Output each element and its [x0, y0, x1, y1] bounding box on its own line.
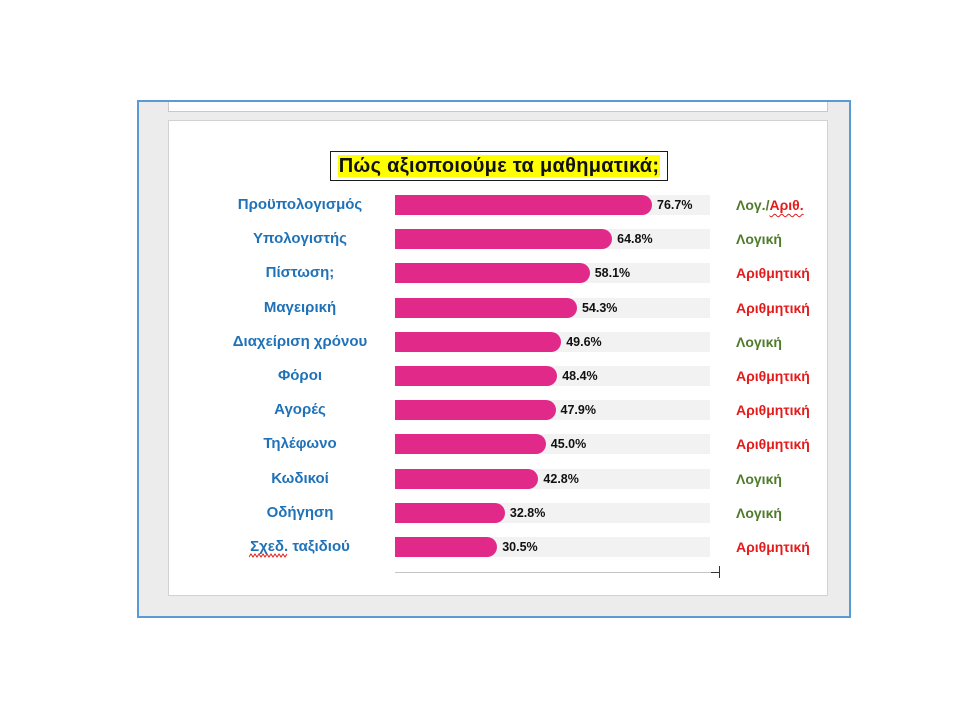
category-label: Κωδικοί [271, 469, 329, 487]
bar [395, 502, 505, 523]
spellcheck-underline [249, 553, 287, 558]
value-label: 54.3% [581, 300, 618, 315]
math-type-label: Αριθμητική [736, 263, 810, 283]
math-type-label-part: Αριθμητική [736, 539, 810, 555]
value-label: 32.8% [509, 505, 546, 520]
bar [395, 366, 558, 386]
bar [395, 331, 562, 352]
math-type-label: Λογική [736, 332, 782, 352]
x-axis-end-tick [719, 566, 720, 578]
bar [395, 434, 546, 455]
value-label: 76.7% [657, 198, 693, 212]
math-type-label: Αριθμητική [736, 537, 810, 557]
x-axis-end-segment [711, 572, 720, 573]
bar [395, 297, 577, 318]
category-label: Τηλέφωνο [263, 435, 337, 453]
math-type-label: Αριθμητική [736, 434, 810, 454]
bar [395, 263, 590, 284]
value-label: 30.5% [502, 540, 538, 554]
category-label: Οδήγηση [266, 503, 334, 521]
bar [395, 229, 613, 250]
category-label: Διαχείριση χρόνου [232, 332, 368, 350]
math-type-label: Λογική [736, 229, 782, 249]
category-label: Προϋπολογισμός [237, 196, 363, 213]
bar [395, 468, 539, 489]
category-label: Φόροι [277, 367, 323, 384]
category-label: Αγορές [274, 401, 326, 419]
category-label: Πίστωση; [265, 264, 335, 282]
value-label: 42.8% [543, 471, 579, 486]
math-type-label: Λογική [736, 503, 782, 523]
value-label: 45.0% [550, 437, 587, 452]
math-type-label-part: Αριθμητική [736, 299, 810, 316]
document-page [168, 120, 828, 596]
value-label: 58.1% [594, 266, 631, 281]
math-type-label-part: Αριθμητική [736, 402, 810, 419]
math-type-label: Αριθμητική [736, 298, 810, 318]
math-type-label-part: Αριθμητική [736, 436, 810, 453]
previous-page-edge [168, 102, 828, 112]
math-type-label: Λογική [736, 469, 782, 489]
math-type-label: Λογ./Αριθ. [736, 195, 804, 215]
math-type-label-part: Λογική [736, 504, 782, 521]
math-type-label: Αριθμητική [736, 366, 810, 386]
category-label: Υπολογιστής [253, 230, 347, 248]
math-type-label-part: Λογική [736, 231, 782, 248]
math-type-label-part: Λογική [736, 333, 782, 350]
math-type-label-part: Αριθμητική [736, 368, 810, 384]
category-label: Σχεδ. ταξιδιού [250, 538, 350, 555]
bar [395, 537, 498, 557]
x-axis-line [395, 572, 720, 573]
category-label: Μαγειρική [263, 298, 337, 316]
value-label: 48.4% [562, 369, 598, 383]
bar [395, 195, 653, 215]
math-type-label-part: Λογική [736, 470, 782, 487]
bar [395, 400, 556, 421]
math-type-label-part: Λογ./ [736, 197, 770, 213]
value-label: 47.9% [560, 403, 596, 418]
value-label: 49.6% [566, 334, 602, 349]
chart-title: Πώς αξιοποιούμε τα μαθηματικά; [337, 154, 661, 177]
chart-title-box: Πώς αξιοποιούμε τα μαθηματικά; [330, 151, 668, 181]
math-type-label: Αριθμητική [736, 400, 810, 420]
math-type-label-part: Αριθ. [769, 197, 804, 213]
math-type-label-part: Αριθμητική [736, 265, 810, 282]
value-label: 64.8% [617, 232, 653, 247]
